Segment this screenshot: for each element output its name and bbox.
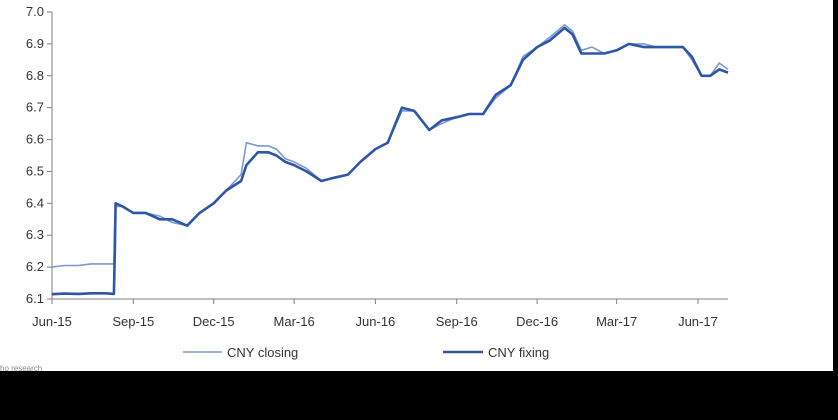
series-line-cny-closing	[51, 24, 729, 268]
x-tick-label: Sep-16	[436, 314, 478, 329]
y-tick-label: 6.8	[26, 68, 44, 83]
x-tick-group: Jun-15 Sep-15 Dec-15 Mar-16 Jun-16 Sep-16 Dec-…	[32, 299, 718, 329]
x-tick-label: Mar-17	[596, 314, 637, 329]
y-tick-label: 6.5	[26, 163, 44, 178]
x-tick-label: Jun-15	[32, 314, 72, 329]
y-tick-label: 6.9	[26, 36, 44, 51]
y-tick-label: 6.2	[26, 259, 44, 274]
x-tick-label: Mar-16	[274, 314, 315, 329]
x-tick-label: Dec-15	[193, 314, 235, 329]
legend: CNY closing CNY fixing	[183, 345, 549, 360]
series-group	[51, 24, 729, 296]
y-tick-label: 6.4	[26, 195, 44, 210]
right-edge-bar	[833, 0, 838, 371]
source-note: ho research	[0, 364, 43, 373]
y-tick-label: 6.3	[26, 227, 44, 242]
y-tick-label: 6.1	[26, 291, 44, 306]
y-tick-label: 6.7	[26, 100, 44, 115]
y-tick-label: 7.0	[26, 4, 44, 19]
y-tick-group: 6.1 6.2 6.3 6.4 6.5 6.6 6.7 6.8 6.9 7.0	[26, 4, 52, 306]
legend-label-cny-closing: CNY closing	[227, 345, 298, 360]
x-tick-label: Dec-16	[516, 314, 558, 329]
y-tick-label: 6.6	[26, 132, 44, 147]
legend-label-cny-fixing: CNY fixing	[488, 345, 549, 360]
x-tick-label: Jun-17	[678, 314, 718, 329]
x-tick-label: Jun-16	[356, 314, 396, 329]
x-tick-label: Sep-15	[112, 314, 154, 329]
series-line-cny-fixing	[51, 26, 729, 296]
chart-axes	[51, 12, 728, 300]
chart: 6.1 6.2 6.3 6.4 6.5 6.6 6.7 6.8 6.9 7.0 Jun-15 Sep…	[26, 4, 729, 360]
bottom-black-bar	[0, 371, 838, 420]
